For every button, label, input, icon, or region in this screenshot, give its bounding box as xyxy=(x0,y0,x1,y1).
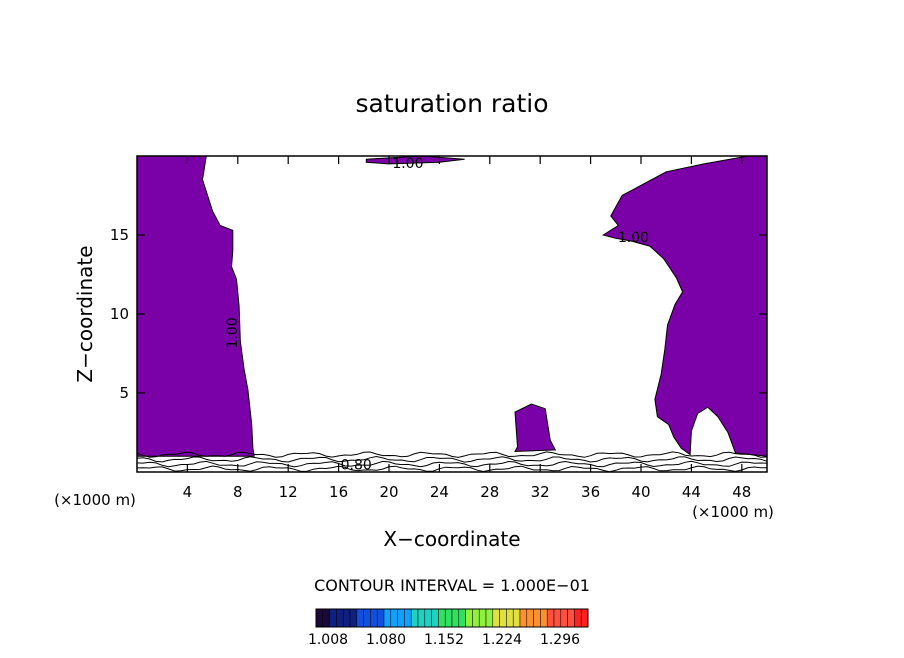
colorbar-frame xyxy=(315,608,589,628)
left-saturated-column xyxy=(136,155,255,457)
colorbar-cell xyxy=(397,608,405,628)
contour-interval-text: CONTOUR INTERVAL = 1.000E−01 xyxy=(314,576,590,595)
colorbar-cell xyxy=(404,608,412,628)
x-axis-label: X−coordinate xyxy=(383,527,520,551)
saturated-regions xyxy=(136,155,768,457)
colorbar-cell xyxy=(349,608,358,628)
contour-label: 1.00 xyxy=(618,230,649,246)
colorbar-cell xyxy=(315,608,324,628)
x-tick-label: 40 xyxy=(631,483,650,501)
colorbar-cell xyxy=(512,608,521,628)
y-tick-label: 5 xyxy=(119,384,129,402)
colorbar-cell xyxy=(444,608,453,628)
x-tick-label: 28 xyxy=(480,483,499,501)
low-level-contour-line xyxy=(136,460,768,468)
colorbar-tick-label: 1.224 xyxy=(482,632,522,648)
x-tick-label: 48 xyxy=(732,483,751,501)
x-tick-label: 16 xyxy=(329,483,348,501)
x-axis-ticks: 4 8 12 16 20 24 28 32 36 40 44 48 xyxy=(183,156,751,501)
low-level-contours xyxy=(136,451,768,473)
colorbar-tick-label: 1.152 xyxy=(424,632,464,648)
colorbar-cell xyxy=(567,608,575,628)
colorbar-cell xyxy=(472,608,480,628)
colorbar-cell xyxy=(336,608,344,628)
colorbar-cell xyxy=(478,608,487,628)
colorbar-cell xyxy=(383,608,392,628)
contour-label: 1.00 xyxy=(392,156,423,172)
x-axis-unit-right: (×1000 m) xyxy=(692,503,774,521)
y-tick-label: 15 xyxy=(110,226,129,244)
colorbar-cell xyxy=(376,608,385,628)
colorbar-cell xyxy=(526,608,534,628)
colorbar-cell xyxy=(492,608,500,628)
contour-label: 1.00 xyxy=(225,317,241,348)
colorbar-cell xyxy=(560,608,568,628)
colorbar-cell xyxy=(506,608,514,628)
x-tick-label: 20 xyxy=(379,483,398,501)
colorbar-cell xyxy=(410,608,419,628)
colorbar-cell xyxy=(356,608,364,628)
colorbar-cell xyxy=(417,608,426,628)
colorbar-cell xyxy=(370,608,378,628)
x-tick-label: 36 xyxy=(581,483,600,501)
x-tick-label: 32 xyxy=(531,483,550,501)
low-level-contour-line xyxy=(136,451,768,458)
colorbar-cell xyxy=(540,608,548,628)
colorbar-cell xyxy=(533,608,541,628)
colorbar-cell xyxy=(499,608,507,628)
x-tick-label: 8 xyxy=(233,483,243,501)
colorbar-cell xyxy=(390,608,398,628)
x-tick-label: 4 xyxy=(183,483,193,501)
colorbar-cell xyxy=(451,608,460,628)
colorbar-cell xyxy=(574,608,582,628)
colorbar-cell xyxy=(431,608,439,628)
colorbar-cell xyxy=(458,608,466,628)
colorbar-cell xyxy=(363,608,371,628)
low-level-contour-line xyxy=(136,465,768,473)
x-tick-label: 12 xyxy=(279,483,298,501)
colorbar-cell xyxy=(465,608,473,628)
colorbar-cell xyxy=(546,608,555,628)
colorbar-cell xyxy=(580,608,589,628)
colorbar-tick-label: 1.296 xyxy=(540,632,580,648)
center-saturated-blob xyxy=(514,403,557,453)
x-axis-unit-left: (×1000 m) xyxy=(54,491,136,509)
chart-title: saturation ratio xyxy=(355,89,548,118)
colorbar-cell xyxy=(438,608,446,628)
colorbar-cell xyxy=(424,608,432,628)
colorbar-cell xyxy=(485,608,494,628)
y-axis-ticks: 5 10 15 xyxy=(110,226,767,402)
x-tick-label: 44 xyxy=(682,483,701,501)
colorbar-tick-labels: 1.008 1.080 1.152 1.224 1.296 xyxy=(308,632,580,648)
colorbar-cell xyxy=(519,608,528,628)
colorbar-cell xyxy=(553,608,562,628)
colorbar xyxy=(315,608,589,628)
colorbar-cell xyxy=(329,608,337,628)
colorbar-cell xyxy=(342,608,351,628)
y-axis-label: Z−coordinate xyxy=(73,245,97,382)
contour-label: 0.80 xyxy=(341,458,372,474)
y-tick-label: 10 xyxy=(110,305,129,323)
right-saturated-column xyxy=(601,155,768,457)
colorbar-cell xyxy=(322,608,330,628)
low-level-contour-line xyxy=(136,455,768,463)
colorbar-tick-label: 1.080 xyxy=(366,632,406,648)
x-tick-label: 24 xyxy=(430,483,449,501)
contour-label-group: 1.00 1.00 1.00 0.80 xyxy=(225,156,649,474)
colorbar-tick-label: 1.008 xyxy=(308,632,348,648)
